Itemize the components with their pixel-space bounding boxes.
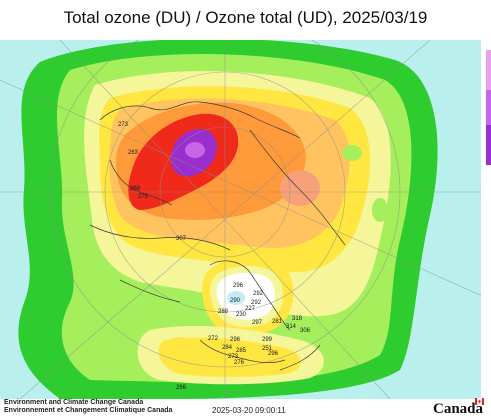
station-value: 288 xyxy=(218,309,229,315)
station-value: 227 xyxy=(245,306,256,312)
contour-violet-core xyxy=(185,142,205,158)
station-value: 272 xyxy=(208,336,219,342)
station-value: 292 xyxy=(251,300,262,306)
agency-name-en: Environment and Climate Change Canada xyxy=(4,399,144,406)
contour-patch-east xyxy=(342,145,362,161)
station-value: 273 xyxy=(118,122,129,128)
agency-credit: Environment and Climate Change Canada En… xyxy=(4,399,172,415)
station-value: 296 xyxy=(233,283,244,289)
station-value: 273 xyxy=(228,354,239,360)
map-title: Total ozone (DU) / Ozone total (UD), 202… xyxy=(63,8,428,27)
station-value: 281 xyxy=(272,319,283,325)
station-value: 292 xyxy=(253,291,264,297)
canada-wordmark: Canada xyxy=(433,401,484,417)
contour-yellow-patch xyxy=(168,337,192,353)
station-value: 307 xyxy=(176,236,187,242)
ozone-map: 273 263 269 279 307 296 292 292 290 227 … xyxy=(0,40,491,399)
station-value: 306 xyxy=(300,328,311,334)
station-value: 318 xyxy=(292,316,303,322)
station-value: 230 xyxy=(236,312,247,318)
coastlines xyxy=(89,101,346,371)
contour-south-light xyxy=(158,337,301,377)
contour-low-blue xyxy=(227,291,245,305)
station-value: 296 xyxy=(230,337,241,343)
contour-low-white xyxy=(216,272,275,320)
station-value: 297 xyxy=(252,320,263,326)
agency-name-fr: Environnement et Changement Climatique C… xyxy=(4,407,173,414)
station-labels: 273 263 269 279 307 296 292 292 290 227 … xyxy=(118,122,311,391)
station-value: 251 xyxy=(262,346,273,352)
station-value: 314 xyxy=(286,324,297,330)
maple-leaf-flag-icon xyxy=(475,398,484,405)
contour-patch-se xyxy=(372,198,388,222)
station-value: 299 xyxy=(262,337,273,343)
station-value: 266 xyxy=(176,385,187,391)
station-value: 290 xyxy=(230,298,241,304)
station-value: 284 xyxy=(222,345,233,351)
station-value: 269 xyxy=(130,186,141,192)
station-value: 285 xyxy=(236,348,247,354)
station-value: 296 xyxy=(268,351,279,357)
generation-timestamp: 2025-03-20 09:00:11 xyxy=(212,406,286,415)
station-value: 279 xyxy=(138,194,149,200)
colour-scale-strip xyxy=(481,40,491,399)
graticule xyxy=(0,40,491,399)
station-value: 276 xyxy=(234,360,245,366)
station-value: 263 xyxy=(128,150,139,156)
